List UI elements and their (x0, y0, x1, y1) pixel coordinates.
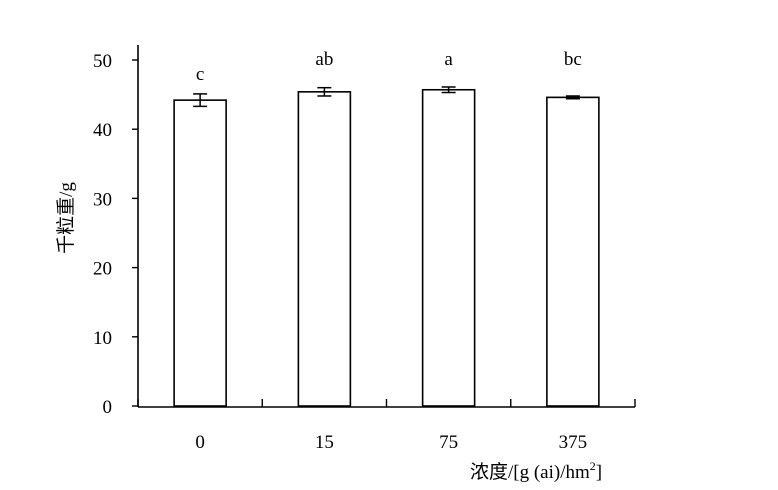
error-bar (565, 95, 580, 100)
y-tick-label: 20 (93, 259, 112, 280)
y-tick-labels: 0 10 20 30 40 50 (93, 51, 112, 418)
bars (173, 88, 600, 407)
error-bar (441, 86, 456, 94)
y-axis-title: 千粒重/g (55, 182, 77, 254)
y-axis (132, 45, 139, 407)
x-axis-title-close: ] (596, 462, 602, 483)
significance-letter: bc (564, 49, 582, 70)
y-tick-label: 50 (93, 51, 112, 72)
x-tick-label: 375 (559, 432, 588, 453)
bar (297, 91, 352, 407)
error-bar (317, 86, 332, 97)
y-tick-label: 0 (103, 397, 113, 418)
x-tick-label: 15 (315, 432, 334, 453)
bar (173, 99, 227, 407)
x-tick-labels: 0 15 75 375 (195, 432, 587, 453)
significance-labels: c ab a bc (196, 49, 582, 85)
y-tick-label: 30 (93, 189, 112, 210)
bar (421, 88, 476, 407)
y-tick-label: 10 (93, 328, 112, 349)
significance-letter: c (196, 64, 204, 85)
x-axis-title: 浓度/[g (ai)/hm2] (470, 459, 602, 483)
x-tick-label: 75 (439, 432, 458, 453)
y-tick-label: 40 (93, 120, 112, 141)
error-bars (193, 86, 580, 108)
x-tick-label: 0 (195, 432, 205, 453)
x-axis-title-superscript: 2 (590, 459, 596, 473)
bar (546, 96, 600, 407)
x-axis-title-text: 浓度/[g (ai)/hm (470, 461, 590, 483)
x-axis (137, 399, 636, 408)
significance-letter: ab (315, 49, 333, 70)
error-bar (193, 93, 208, 108)
significance-letter: a (444, 49, 453, 70)
